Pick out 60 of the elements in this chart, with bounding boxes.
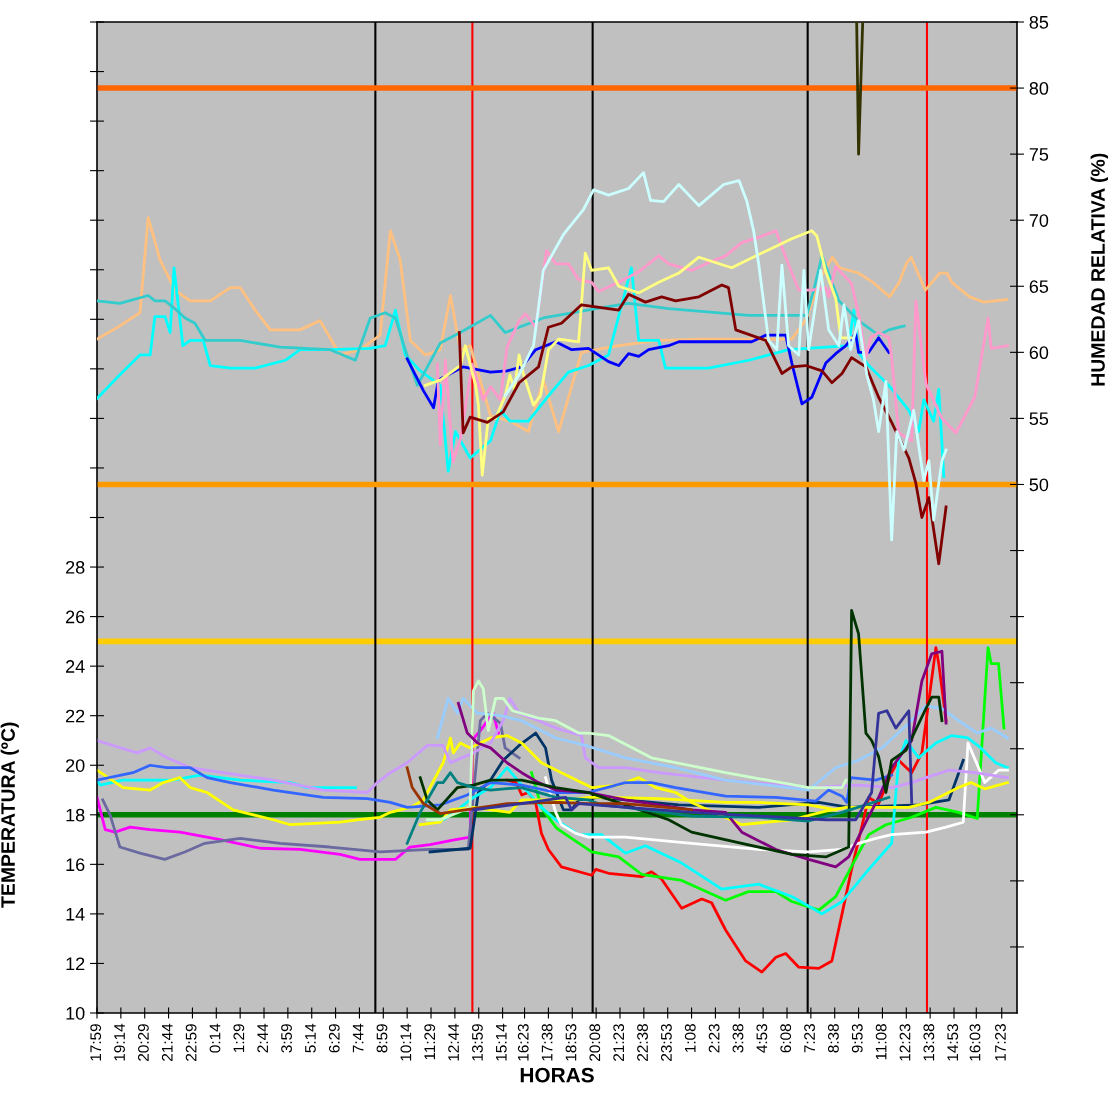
x-tick-label: 5:14 [305,1023,316,1053]
x-tick-label: 18:53 [565,1024,577,1061]
x-tick-label: 17:38 [541,1024,553,1061]
x-tick-label: 3:59 [281,1024,292,1053]
y2-tick-label: 50 [1029,478,1049,492]
y-tick-label: 24 [66,660,85,673]
x-tick-label: 7:44 [352,1023,364,1053]
x-tick-label: 4:53 [756,1024,768,1053]
y-tick-label: 20 [66,759,85,772]
x-tick-label: 2:44 [257,1023,268,1053]
x-tick-label: 13:59 [472,1024,483,1061]
y-tick-label: 12 [66,957,85,970]
x-tick-label: 11:29 [424,1024,436,1060]
x-tick-label: 17:59 [90,1024,102,1061]
x-axis-title: HORAS [520,1067,594,1083]
y-tick-label: 18 [66,808,85,822]
x-tick-label: 1:29 [233,1024,245,1052]
x-tick-label: 7:23 [804,1024,815,1053]
x-tick-label: 8:59 [376,1024,388,1053]
x-tick-label: 12:44 [448,1023,459,1061]
x-tick-label: 1:08 [684,1024,696,1052]
y-tick-label: 10 [66,1006,85,1020]
y2-tick-label: 65 [1029,280,1049,293]
x-tick-label: 6:08 [780,1024,792,1053]
x-tick-label: 20:08 [589,1024,601,1061]
x-tick-label: 21:23 [613,1024,625,1061]
x-tick-label: 22:59 [185,1024,197,1061]
x-tick-label: 22:38 [637,1024,648,1061]
x-tick-label: 19:14 [114,1023,125,1061]
y-axis-title: TEMPERATURA (ºC) [0,722,19,908]
x-tick-label: 13:38 [923,1024,935,1061]
y2-tick-label: 80 [1029,82,1049,95]
y-tick-label: 16 [66,858,85,872]
x-tick-label: 16:03 [969,1024,981,1061]
x-tick-label: 6:29 [328,1024,340,1053]
y2-tick-label: 70 [1029,214,1049,227]
y-tick-label: 22 [66,709,85,723]
y-tick-label: 14 [66,908,85,921]
y2-tick-label: 85 [1029,15,1049,29]
x-tick-label: 3:38 [732,1024,744,1053]
y2-tick-label: 55 [1029,412,1049,426]
x-tick-label: 15:14 [496,1023,507,1061]
x-tick-label: 14:53 [947,1024,959,1061]
x-tick-label: 20:29 [138,1024,149,1061]
x-tick-label: 12:23 [899,1024,911,1061]
y2-axis-title: HUMEDAD RELATIVA (%) [1090,153,1108,386]
y2-tick-label: 75 [1029,148,1049,161]
x-tick-label: 21:44 [161,1023,173,1061]
x-tick-label: 16:23 [517,1024,529,1061]
x-tick-label: 17:23 [995,1024,1006,1061]
x-tick-label: 23:53 [660,1024,672,1061]
x-tick-label: 11:08 [875,1024,887,1060]
y-tick-label: 28 [66,560,85,574]
x-tick-label: 0:14 [209,1023,221,1053]
x-tick-label: 10:14 [400,1023,412,1061]
x-tick-label: 8:38 [828,1024,839,1053]
y-tick-label: 26 [66,610,85,624]
y2-tick-label: 60 [1029,346,1049,360]
x-tick-label: 9:53 [851,1024,863,1053]
x-tick-label: 2:23 [708,1024,720,1053]
